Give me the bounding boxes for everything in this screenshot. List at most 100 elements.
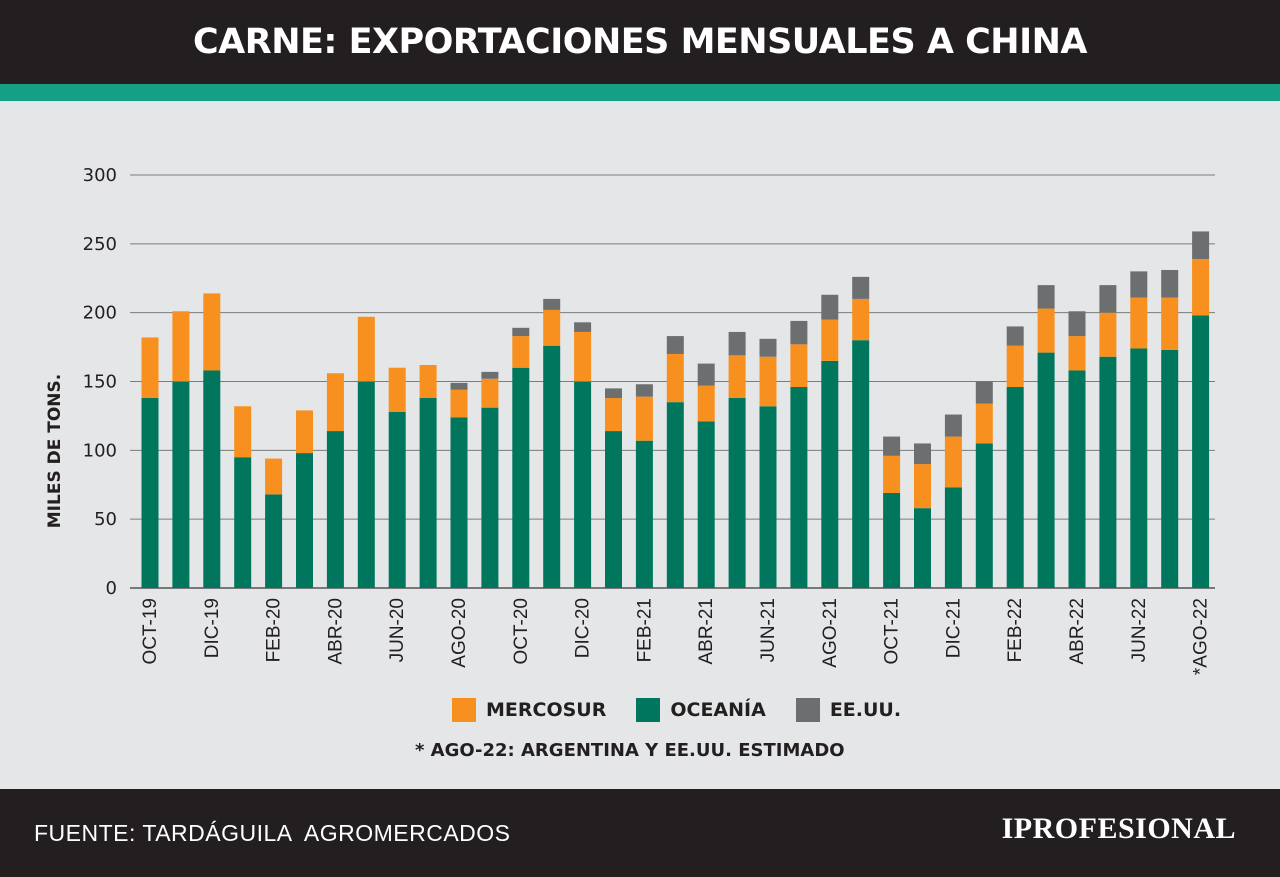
bar-segment-eeuu (697, 363, 715, 386)
x-tick-label: AGO-21 (820, 598, 841, 668)
bar-segment-mercosur (419, 364, 437, 399)
bar-segment-mercosur (697, 385, 715, 422)
estimate-note: * AGO-22: ARGENTINA Y EE.UU. ESTIMADO (415, 740, 845, 761)
legend-swatch-oceania (636, 698, 661, 722)
bar-segment-oceana (635, 440, 653, 588)
bar-segment-mercosur (1006, 345, 1024, 388)
y-tick-label: 0 (106, 578, 117, 599)
bar-segment-eeuu (1006, 326, 1024, 346)
brand-logo: IPROFESIONAL (1001, 812, 1236, 845)
bar-segment-oceana (975, 443, 993, 588)
bar-segment-eeuu (1068, 311, 1086, 337)
bar-segment-mercosur (1192, 258, 1210, 316)
y-axis-ticks: 0 50 100 150 200 250 300 (83, 165, 117, 599)
bar-segment-oceana (605, 431, 622, 588)
bar-segment-mercosur (481, 378, 499, 408)
bar-segment-mercosur (975, 403, 993, 444)
bar-segment-eeuu (852, 276, 870, 299)
bar-segment-mercosur (790, 344, 808, 388)
bar-segment-mercosur (172, 311, 190, 382)
bar-segment-mercosur (234, 406, 252, 458)
bar-segment-eeuu (759, 338, 777, 357)
bar-segment-mercosur (141, 337, 159, 399)
legend-label-mercosur: MERCOSUR (486, 699, 607, 721)
bar-segment-oceana (419, 398, 437, 588)
bar-segment-oceana (944, 487, 962, 588)
bar-segment-oceana (1130, 348, 1148, 588)
bar-segment-oceana (141, 398, 159, 588)
bar-segment-mercosur (605, 398, 622, 432)
bars (141, 231, 1210, 588)
bar-segment-mercosur (666, 353, 684, 403)
legend-label-oceania: OCEANÍA (670, 699, 766, 721)
bar-segment-oceana (1068, 370, 1086, 588)
y-tick-label: 50 (94, 509, 117, 530)
x-tick-label: ABR-21 (696, 598, 717, 665)
bar-segment-mercosur (1037, 308, 1055, 353)
bar-segment-oceana (512, 367, 530, 588)
bar-segment-mercosur (944, 436, 962, 488)
bar-segment-mercosur (296, 410, 313, 454)
chart-header: CARNE: EXPORTACIONES MENSUALES A CHINA (0, 0, 1280, 84)
x-tick-label: JUN-20 (387, 598, 408, 662)
x-tick-label: OCT-21 (882, 598, 903, 665)
bar-segment-mercosur (512, 336, 530, 368)
bar-segment-mercosur (543, 309, 561, 346)
bar-segment-eeuu (666, 336, 684, 354)
x-tick-label: DIC-19 (202, 598, 223, 658)
x-tick-label: DIC-20 (573, 598, 594, 658)
legend-item-eeuu: EE.UU. (795, 698, 902, 722)
bar-segment-eeuu (605, 388, 622, 399)
stacked-bar-chart: 0 50 100 150 200 250 300 MILES DE TONS. OCT-19… (45, 165, 1215, 675)
bar-segment-mercosur (388, 367, 406, 412)
x-axis-ticks: OCT-19 DIC-19 FEB-20 ABR-20 JUN-20 AGO-20 OCT-… (140, 598, 1212, 675)
bar-segment-eeuu (821, 294, 839, 320)
bar-segment-oceana (450, 417, 468, 588)
y-tick-label: 200 (83, 303, 117, 324)
legend-item-oceania: OCEANÍA (636, 698, 766, 722)
y-tick-label: 300 (83, 165, 117, 186)
bar-segment-mercosur (883, 455, 901, 494)
bar-segment-oceana (265, 494, 283, 588)
bar-segment-eeuu (975, 381, 993, 404)
bar-segment-mercosur (450, 389, 468, 418)
x-tick-label: DIC-21 (943, 598, 964, 658)
bar-segment-eeuu (481, 371, 499, 379)
y-axis-label: MILES DE TONS. (45, 374, 65, 528)
bar-segment-mercosur (357, 316, 375, 382)
bar-segment-oceana (914, 508, 931, 588)
bar-segment-mercosur (728, 355, 746, 399)
x-tick-label: *AGO-22 (1191, 598, 1212, 675)
bar-segment-eeuu (1161, 269, 1179, 298)
bar-segment-oceana (821, 360, 839, 588)
x-tick-label: ABR-20 (325, 598, 346, 665)
bar-segment-eeuu (728, 331, 746, 356)
bar-segment-oceana (481, 407, 499, 588)
bar-segment-eeuu (1130, 271, 1148, 298)
bar-segment-oceana (172, 381, 190, 588)
bar-segment-mercosur (1161, 297, 1179, 350)
legend-swatch-mercosur (452, 698, 476, 722)
x-tick-label: OCT-19 (140, 598, 161, 665)
chart-title: CARNE: EXPORTACIONES MENSUALES A CHINA (192, 22, 1088, 62)
x-tick-label: OCT-20 (511, 598, 532, 665)
bar-segment-mercosur (759, 356, 777, 407)
bar-segment-eeuu (883, 436, 901, 456)
bar-segment-eeuu (635, 384, 653, 397)
bar-segment-oceana (1161, 349, 1179, 588)
bar-segment-mercosur (635, 396, 653, 441)
source-text: FUENTE: TARDÁGUILA AGROMERCADOS (34, 820, 511, 846)
legend-label-eeuu: EE.UU. (829, 699, 902, 721)
bar-segment-eeuu (450, 382, 468, 390)
bar-segment-oceana (1099, 356, 1117, 588)
y-tick-label: 250 (83, 234, 117, 255)
x-tick-label: FEB-21 (634, 598, 655, 662)
footer (0, 789, 1280, 877)
bar-segment-eeuu (543, 298, 561, 310)
bar-segment-oceana (357, 381, 375, 588)
x-tick-label: AGO-20 (449, 598, 470, 668)
bar-segment-mercosur (1068, 336, 1086, 371)
bar-segment-oceana (203, 370, 221, 588)
bar-segment-oceana (388, 411, 406, 588)
x-tick-label: JUN-22 (1129, 598, 1150, 662)
